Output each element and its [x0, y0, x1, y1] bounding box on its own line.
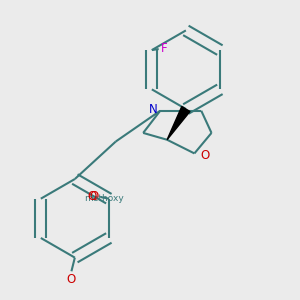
Text: O: O [201, 148, 210, 162]
Text: O: O [89, 190, 99, 203]
Polygon shape [167, 106, 190, 140]
Text: O: O [67, 273, 76, 286]
Text: F: F [160, 42, 167, 55]
Text: methoxy: methoxy [84, 194, 124, 203]
Text: O: O [88, 190, 97, 203]
Text: N: N [149, 103, 158, 116]
